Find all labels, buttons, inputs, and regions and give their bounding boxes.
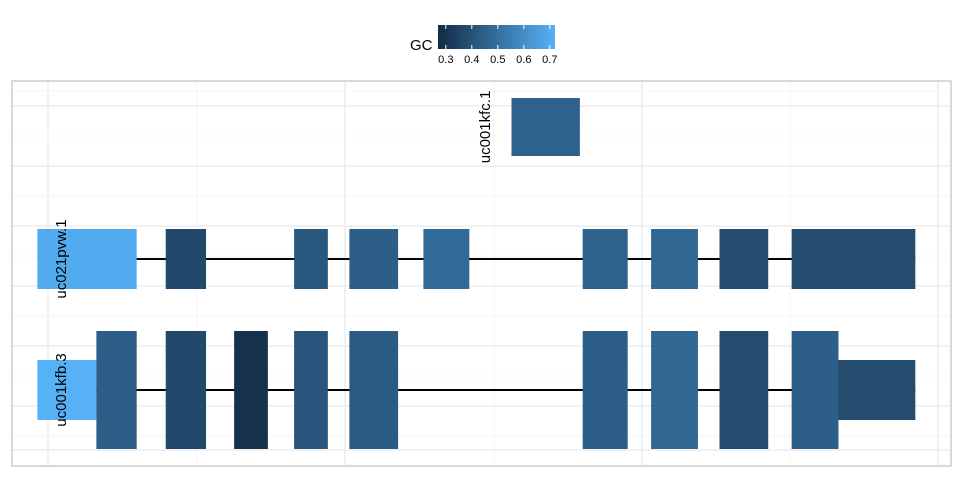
track-label: uc001kfb.3: [53, 353, 70, 426]
legend-colorbar: [438, 25, 555, 49]
exon-block: [96, 331, 137, 449]
track-label: uc001kfc.1: [477, 91, 494, 164]
exon-block: [651, 229, 698, 289]
exon-block: [719, 229, 769, 289]
legend-tick-label: 0.5: [490, 54, 505, 66]
exon-block: [294, 229, 328, 289]
utr-block: [37, 360, 97, 420]
exon-block: [582, 229, 628, 289]
legend-ticks: 0.3 0.4 0.5 0.6 0.7: [438, 25, 557, 66]
exon-block: [791, 331, 839, 449]
exon-block: [37, 229, 137, 289]
exon-block: [165, 331, 207, 449]
legend-tick-label: 0.4: [464, 54, 479, 66]
track-uc021pvw.1: uc021pvw.1: [37, 219, 916, 299]
legend-tick-label: 0.7: [542, 54, 557, 66]
legend: GC 0.3 0.4 0.5 0.6 0.7: [410, 25, 557, 66]
exon-block: [423, 229, 470, 289]
exon-block: [511, 98, 580, 156]
exon-block: [234, 331, 268, 449]
track-uc001kfb.3: uc001kfb.3: [37, 331, 916, 449]
legend-title: GC: [410, 37, 433, 54]
track-label: uc021pvw.1: [53, 219, 70, 298]
tracks: uc001kfc.1 uc021pvw.1 uc001kfb.3: [37, 91, 916, 449]
exon-block: [349, 229, 399, 289]
exon-block: [791, 229, 916, 289]
legend-tick-label: 0.3: [438, 54, 453, 66]
plot-panel: uc001kfc.1 uc021pvw.1 uc001kfb.3: [11, 80, 952, 467]
exon-block: [165, 229, 207, 289]
exon-block: [294, 331, 328, 449]
exon-block: [349, 331, 399, 449]
exon-block: [582, 331, 628, 449]
legend-tick-label: 0.6: [516, 54, 531, 66]
track-uc001kfc.1: uc001kfc.1: [477, 91, 580, 164]
utr-block: [838, 360, 916, 420]
exon-block: [719, 331, 769, 449]
exon-block: [651, 331, 698, 449]
